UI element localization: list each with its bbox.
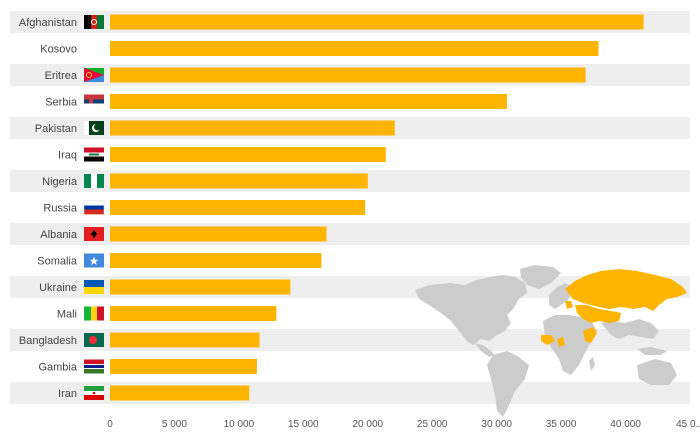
afghanistan-flag-icon [84, 15, 104, 29]
bar-serbia [110, 94, 507, 109]
category-label: Ukraine [39, 282, 77, 294]
category-label: Afghanistan [19, 17, 77, 29]
iraq-flag-icon [84, 147, 104, 162]
category-label: Iraq [58, 150, 77, 162]
flags-group [83, 15, 105, 400]
nigeria-flag-icon [84, 174, 104, 188]
category-label: Nigeria [42, 176, 78, 188]
balkans-highlight [565, 301, 573, 309]
middle-east-highlight [575, 305, 621, 323]
gambia-flag-icon [84, 359, 104, 374]
bar-eritrea [110, 67, 586, 83]
bar-pakistan [110, 120, 395, 136]
south-asia-shape [601, 319, 659, 339]
eritrea-flag-icon [84, 68, 104, 82]
x-tick-label: 5 000 [162, 419, 187, 430]
iran-flag-icon [84, 386, 104, 400]
category-label: Kosovo [40, 44, 77, 56]
category-label: Russia [43, 203, 78, 215]
category-label: Pakistan [35, 123, 77, 135]
x-tick-label: 30 000 [481, 419, 512, 430]
bar-ukraine [110, 279, 291, 295]
bar-mali [110, 306, 277, 321]
serbia-flag-icon [84, 94, 104, 109]
west-africa-highlight [541, 335, 555, 345]
category-label: Albania [40, 229, 78, 241]
ukraine-flag-icon [84, 280, 104, 294]
bar-somalia [110, 253, 322, 268]
central-america-shape [475, 343, 495, 357]
bars-group [110, 14, 644, 401]
x-tick-label: 25 000 [417, 419, 448, 430]
category-label: Serbia [45, 97, 78, 109]
category-label: Bangladesh [19, 335, 77, 347]
x-tick-label: 0 [107, 419, 113, 430]
south-america-shape [487, 351, 529, 417]
x-tick-label: 20 000 [353, 419, 384, 430]
x-tick-label: 45 0... [676, 419, 700, 430]
russia-flag-icon [83, 200, 105, 215]
horn-of-africa-highlight [583, 327, 597, 343]
bar-nigeria [110, 173, 368, 189]
bar-iran [110, 385, 250, 401]
albania-flag-icon [84, 227, 104, 241]
category-label: Mali [57, 309, 77, 321]
category-label: Somalia [37, 256, 78, 268]
pakistan-flag-icon [84, 121, 104, 135]
bar-kosovo [110, 41, 599, 56]
x-tick-label: 15 000 [288, 419, 319, 430]
russia-highlight [565, 269, 687, 311]
category-label: Gambia [38, 362, 77, 374]
bar-afghanistan [110, 14, 644, 30]
x-tick-label: 10 000 [224, 419, 255, 430]
bar-russia [110, 200, 366, 215]
category-label: Eritrea [45, 70, 78, 82]
world-map [415, 265, 687, 417]
north-america-shape [415, 275, 527, 345]
somalia-flag-icon [84, 253, 104, 268]
x-tick-label: 35 000 [546, 419, 577, 430]
madagascar-shape [589, 357, 595, 371]
category-label: Iran [58, 388, 77, 400]
bar-gambia [110, 359, 257, 374]
nigeria-highlight [557, 337, 565, 347]
bar-albania [110, 226, 327, 242]
mali-flag-icon [84, 306, 104, 321]
category-labels: Afghanistan Kosovo Eritrea Serbia Pakistan Ir… [19, 17, 78, 400]
bangladesh-flag-icon [84, 333, 104, 347]
australia-shape [637, 359, 677, 385]
greenland-shape [520, 265, 561, 289]
indonesia-shape [637, 347, 667, 355]
bar-iraq [110, 147, 386, 162]
africa-shape [543, 315, 597, 375]
x-axis: 0 5 000 10 000 15 000 20 000 25 000 30 000 35 0… [107, 419, 700, 430]
bar-bangladesh [110, 332, 260, 348]
x-tick-label: 40 000 [610, 419, 641, 430]
